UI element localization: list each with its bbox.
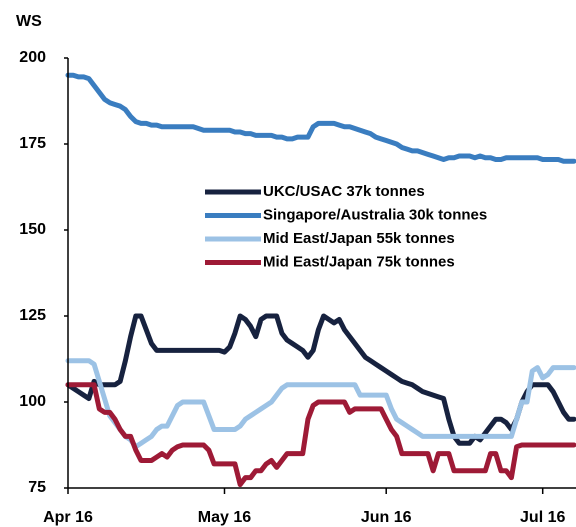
y-tick-label: 200 — [19, 49, 46, 66]
y-axis-label: WS — [16, 13, 42, 30]
series-line — [65, 72, 576, 164]
legend: UKC/USAC 37k tonnes Singapore/Australia 3… — [205, 183, 487, 270]
series-line — [65, 358, 576, 450]
y-tick-label: 75 — [28, 479, 46, 496]
y-tick-label: 175 — [19, 135, 46, 152]
series-line — [65, 313, 576, 446]
legend-label: Mid East/Japan 75k tonnes — [263, 253, 455, 270]
x-tick-label: Apr 16 — [43, 509, 93, 526]
legend-label: Singapore/Australia 30k tonnes — [263, 206, 487, 223]
legend-label: Mid East/Japan 55k tonnes — [263, 230, 455, 247]
y-tick-label: 100 — [19, 393, 46, 410]
legend-label: UKC/USAC 37k tonnes — [263, 183, 425, 200]
series-line — [65, 382, 576, 488]
x-tick-label: May 16 — [198, 509, 251, 526]
y-tick-label: 125 — [19, 307, 46, 324]
x-tick-label: Jun 16 — [361, 509, 412, 526]
y-tick-label: 150 — [19, 221, 46, 238]
x-tick-label: Jul 16 — [520, 509, 565, 526]
